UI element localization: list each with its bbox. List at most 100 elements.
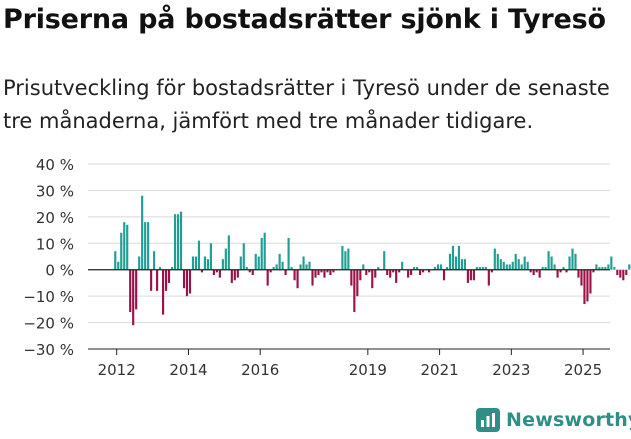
bar xyxy=(233,269,236,281)
bar xyxy=(227,235,230,270)
bar xyxy=(389,269,392,278)
bar xyxy=(129,269,132,312)
bar xyxy=(469,269,472,281)
bar xyxy=(200,269,204,273)
bar xyxy=(323,269,326,278)
bar xyxy=(167,269,171,283)
bar xyxy=(598,267,601,270)
bar xyxy=(296,269,299,289)
bar xyxy=(457,245,461,270)
bar xyxy=(353,269,356,312)
bar xyxy=(451,245,455,270)
bar xyxy=(257,256,260,270)
bar xyxy=(191,256,195,270)
bar xyxy=(427,269,431,273)
bar xyxy=(419,269,422,275)
y-tick-label: 30 % xyxy=(36,182,74,200)
bar xyxy=(341,245,344,270)
bar xyxy=(368,269,371,273)
bar xyxy=(604,267,607,270)
bar xyxy=(544,267,547,270)
bar xyxy=(595,264,598,270)
y-tick-label: −20 % xyxy=(23,315,74,333)
bar xyxy=(601,267,604,270)
bar xyxy=(290,267,293,270)
bar xyxy=(523,256,526,270)
bar xyxy=(407,269,410,278)
bar xyxy=(589,269,592,294)
bar xyxy=(472,269,475,281)
bar xyxy=(164,269,168,291)
bar xyxy=(622,269,625,281)
bar xyxy=(463,259,466,270)
bar xyxy=(356,269,359,297)
bar xyxy=(490,269,493,273)
bar xyxy=(332,269,335,273)
bar xyxy=(484,267,487,270)
bar xyxy=(565,269,568,273)
bar xyxy=(508,264,511,270)
y-tick-label: 10 % xyxy=(36,235,74,253)
axes: 40 % 30 % 20 % 10 % 0 % −10 % −20 % −30 % 2012 20… xyxy=(23,156,610,379)
bar xyxy=(188,269,192,294)
page-subtitle: Prisutveckling för bostadsrätter i Tyres… xyxy=(3,76,610,133)
bar xyxy=(245,267,248,270)
bar xyxy=(236,269,239,278)
bar xyxy=(120,232,123,270)
brand-name: Newsworthy xyxy=(506,409,631,431)
x-tick-label: 2025 xyxy=(564,361,602,379)
x-tick-label: 2023 xyxy=(492,361,530,379)
bar xyxy=(251,269,254,275)
bar xyxy=(547,251,550,270)
bar xyxy=(410,269,413,275)
x-tick-label: 2019 xyxy=(349,361,387,379)
bar xyxy=(284,269,287,275)
bar xyxy=(209,243,212,270)
bar xyxy=(141,195,144,270)
bars xyxy=(114,195,631,326)
bar xyxy=(212,269,215,275)
bar xyxy=(266,269,269,286)
bar xyxy=(162,269,165,315)
bar xyxy=(302,256,305,270)
bar xyxy=(568,256,571,270)
bar xyxy=(496,253,499,270)
bar xyxy=(422,269,425,273)
bar xyxy=(170,267,174,270)
y-tick-label: 40 % xyxy=(36,156,74,174)
bar xyxy=(278,253,281,270)
bar xyxy=(221,259,224,270)
bar xyxy=(529,269,532,273)
y-tick-label: −30 % xyxy=(23,341,74,359)
bar xyxy=(150,269,153,291)
bar xyxy=(132,269,135,326)
bar xyxy=(135,269,138,310)
bar xyxy=(218,269,221,278)
bar xyxy=(185,269,189,297)
bar xyxy=(562,267,565,270)
bar xyxy=(305,264,308,270)
bar xyxy=(260,238,263,270)
bar xyxy=(487,269,490,286)
bar xyxy=(383,251,386,270)
bar xyxy=(580,269,583,286)
bar xyxy=(114,251,117,270)
bar xyxy=(117,261,120,270)
bar xyxy=(224,248,227,270)
bar xyxy=(138,256,141,270)
bar xyxy=(553,264,556,270)
bar xyxy=(299,264,302,270)
x-tick-label: 2012 xyxy=(98,361,136,379)
bar xyxy=(625,269,628,275)
bar xyxy=(514,253,517,270)
bar xyxy=(616,269,619,275)
bar xyxy=(281,261,284,270)
bar xyxy=(401,261,404,270)
x-tick-label: 2021 xyxy=(420,361,458,379)
bar xyxy=(532,269,535,275)
bar xyxy=(535,269,538,273)
bar xyxy=(436,264,440,270)
bar xyxy=(248,269,251,273)
bar xyxy=(550,256,553,270)
